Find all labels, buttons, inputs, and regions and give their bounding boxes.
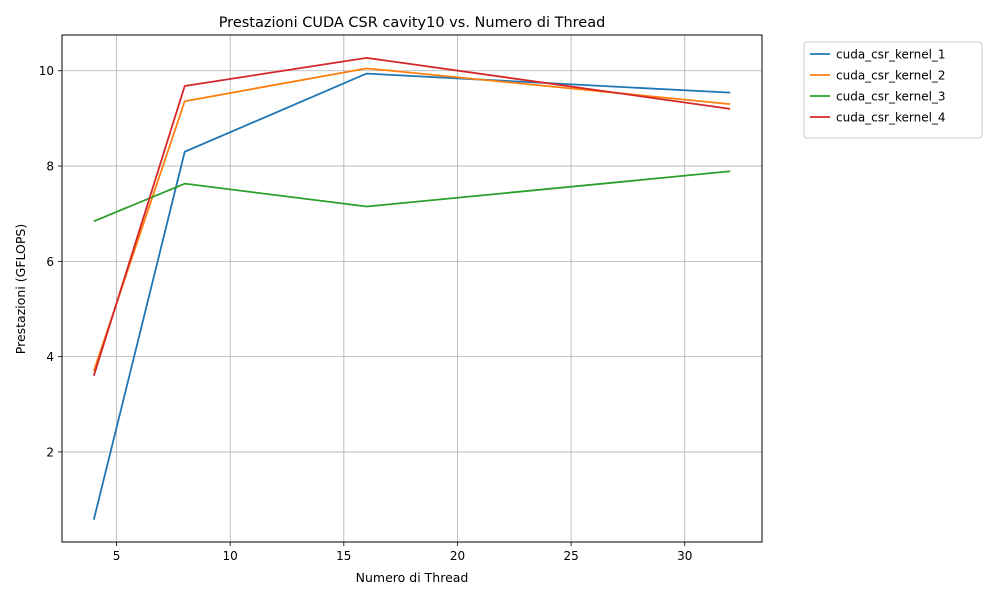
x-tick-label: 5 (113, 549, 121, 563)
plot-area-frame (61, 34, 763, 543)
x-axis-ticks: 5 10 15 20 25 30 (113, 542, 692, 563)
series-line-cuda_csr_kernel_1 (92, 72, 731, 520)
series-line-cuda_csr_kernel_3 (93, 170, 731, 223)
legend-box (803, 41, 983, 139)
legend: cuda_csr_kernel_1 cuda_csr_kernel_2 cuda_c… (803, 41, 983, 139)
y-tick-label: 8 (46, 160, 54, 174)
grid (62, 35, 762, 542)
x-tick-label: 30 (677, 549, 692, 563)
x-tick-label: 15 (336, 549, 351, 563)
legend-label: cuda_csr_kernel_1 (836, 48, 946, 62)
x-tick-label: 20 (450, 549, 465, 563)
x-tick-label: 10 (223, 549, 238, 563)
legend-label: cuda_csr_kernel_4 (836, 111, 946, 125)
legend-label: cuda_csr_kernel_3 (836, 90, 946, 104)
y-axis-ticks: 2 4 6 8 10 (39, 64, 62, 459)
y-tick-label: 10 (39, 64, 54, 78)
y-tick-label: 2 (46, 445, 54, 459)
y-tick-label: 4 (46, 350, 54, 364)
x-tick-label: 25 (563, 549, 578, 563)
x-axis-label: Numero di Thread (356, 570, 469, 585)
series-line-cuda_csr_kernel_4 (92, 56, 731, 376)
series-line-cuda_csr_kernel_2 (92, 67, 731, 372)
chart-title: Prestazioni CUDA CSR cavity10 vs. Numero… (219, 15, 606, 31)
y-tick-label: 6 (46, 255, 54, 269)
y-axis-label: Prestazioni (GFLOPS) (13, 224, 28, 354)
legend-label: cuda_csr_kernel_2 (836, 69, 946, 83)
series-lines (92, 56, 731, 520)
